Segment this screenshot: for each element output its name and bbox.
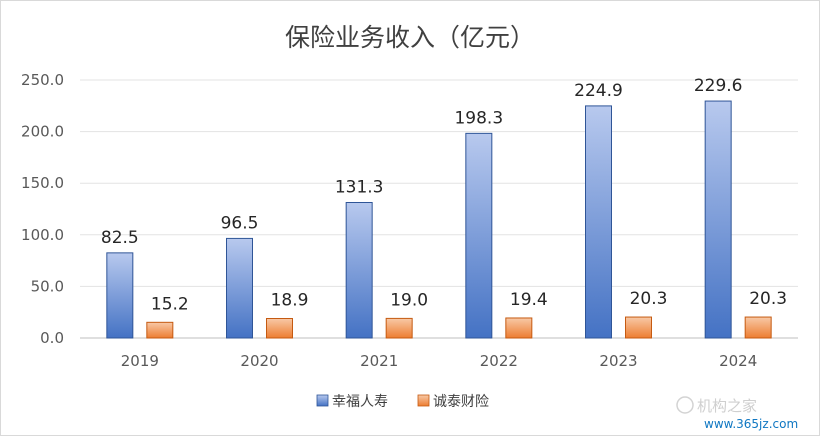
data-label-series-1: 82.5 [101, 228, 139, 248]
legend: 幸福人寿 诚泰财险 [316, 393, 489, 410]
bars [106, 100, 772, 339]
legend-label-series-1: 幸福人寿 [332, 393, 388, 410]
bar-series-2 [385, 317, 413, 339]
gridlines [80, 79, 798, 339]
data-label-series-2: 19.4 [510, 290, 548, 310]
bar-series-1 [465, 132, 493, 339]
data-label-series-1: 198.3 [454, 108, 503, 128]
chart-title: 保险业务收入（亿元） [285, 23, 535, 52]
data-label-series-2: 15.2 [151, 294, 189, 314]
data-label-series-2: 20.3 [630, 289, 668, 309]
bar-series-2 [146, 321, 174, 339]
bar-series-1 [345, 201, 373, 339]
bar-series-1 [226, 237, 253, 339]
x-tick-label: 2022 [480, 352, 518, 370]
watermark-text: 机构之家 [697, 397, 757, 415]
y-tick-label: 250.0 [21, 71, 64, 89]
y-tick-label: 100.0 [21, 226, 64, 244]
bar-series-1 [106, 252, 134, 339]
data-label-series-1: 224.9 [574, 81, 623, 101]
y-axis-ticks: 0.0 50.0 100.0 150.0 200.0 250.0 [21, 71, 64, 347]
legend-swatch-series-2 [417, 394, 430, 407]
bar-series-1 [704, 100, 732, 339]
data-label-series-2: 19.0 [390, 290, 428, 310]
watermark: 机构之家 www.365jz.com [676, 396, 798, 431]
x-tick-label: 2024 [719, 352, 757, 370]
x-axis-ticks: 2019 2020 2021 2022 2023 2024 [121, 352, 758, 370]
x-tick-label: 2020 [240, 352, 278, 370]
x-tick-label: 2023 [599, 352, 637, 370]
legend-swatch-series-1 [316, 394, 329, 407]
bar-series-2 [266, 317, 293, 339]
bar-series-1 [585, 105, 612, 339]
y-tick-label: 200.0 [21, 123, 64, 141]
data-label-series-1: 131.3 [335, 177, 384, 197]
x-tick-label: 2019 [121, 352, 159, 370]
bar-series-2 [505, 317, 533, 339]
legend-label-series-2: 诚泰财险 [433, 394, 489, 410]
data-label-series-1: 96.5 [221, 213, 259, 233]
x-tick-label: 2021 [360, 352, 398, 370]
y-tick-label: 50.0 [31, 277, 64, 295]
data-label-series-2: 18.9 [271, 290, 309, 310]
data-label-series-1: 229.6 [694, 76, 743, 96]
data-labels: 82.5 15.2 96.5 18.9 131.3 19.0 198.3 19.4 224.9 2… [101, 76, 787, 314]
watermark-logo-icon [676, 396, 694, 414]
data-label-series-2: 20.3 [749, 289, 787, 309]
bar-series-2 [625, 316, 652, 339]
y-tick-label: 0.0 [40, 329, 64, 347]
watermark-url: www.365jz.com [704, 417, 798, 431]
y-tick-label: 150.0 [21, 174, 64, 192]
bar-series-2 [744, 316, 772, 339]
